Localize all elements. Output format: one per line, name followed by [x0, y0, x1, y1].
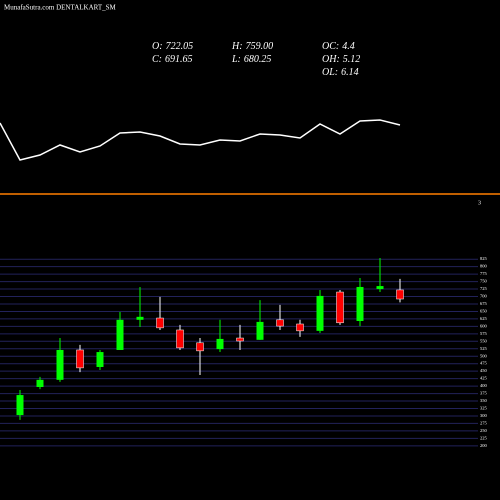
stat: OH: 5.12	[322, 54, 360, 65]
candle-body	[336, 291, 344, 324]
candle-body	[356, 286, 364, 322]
candle-body	[36, 379, 44, 387]
stat-value: 691.65	[165, 54, 193, 65]
candle-body	[156, 317, 164, 329]
stat-value: 722.05	[166, 41, 194, 52]
stat-label: OH:	[322, 54, 340, 65]
candle-body	[76, 349, 84, 369]
stat: L: 680.25	[231, 54, 271, 65]
marker-label: 3	[478, 200, 481, 206]
y-tick-label: 400	[480, 383, 488, 388]
y-tick-label: 250	[480, 428, 488, 433]
y-tick-label: 425	[480, 376, 488, 381]
y-tick-label: 500	[480, 353, 488, 358]
y-tick-label: 550	[480, 338, 488, 343]
y-tick-label: 650	[480, 308, 488, 313]
y-tick-label: 475	[480, 361, 488, 366]
stat: OL: 6.14	[322, 67, 359, 78]
y-tick-label: 600	[480, 323, 488, 328]
stat-label: OC:	[322, 41, 339, 52]
y-tick-label: 725	[480, 286, 488, 291]
candle-body	[196, 342, 204, 352]
stat: OC: 4.4	[322, 41, 355, 52]
candle-body	[176, 329, 184, 349]
candle-body	[256, 321, 264, 340]
y-tick-label: 300	[480, 413, 488, 418]
y-tick-label: 350	[480, 398, 488, 403]
y-tick-label: 225	[480, 435, 488, 440]
candle-body	[96, 352, 104, 367]
candle-body	[136, 316, 144, 320]
stat: O: 722.05	[152, 41, 193, 52]
y-tick-label: 700	[480, 294, 488, 299]
y-tick-label: 525	[480, 346, 488, 351]
y-tick-label: 675	[480, 301, 488, 306]
candle-body	[276, 319, 284, 327]
stat-value: 4.4	[342, 41, 355, 52]
y-tick-label: 825	[480, 256, 488, 261]
stat-label: OL:	[322, 67, 338, 78]
stat-label: O:	[152, 41, 163, 52]
indicator-line	[0, 119, 401, 161]
y-tick-label: 750	[480, 279, 488, 284]
stat: C: 691.65	[152, 54, 193, 65]
chart-title: MunafaSutra.com DENTALKART_SM	[4, 4, 117, 12]
y-tick-label: 375	[480, 391, 488, 396]
y-tick-label: 800	[480, 264, 488, 269]
y-tick-label: 200	[480, 443, 488, 448]
stat: H: 759.00	[231, 41, 273, 52]
y-tick-label: 575	[480, 331, 488, 336]
y-tick-label: 450	[480, 368, 488, 373]
candle-body	[216, 338, 224, 350]
candle-body	[316, 295, 324, 331]
stat-value: 680.25	[244, 54, 272, 65]
candle-body	[236, 337, 244, 342]
stat-label: C:	[152, 54, 162, 65]
stat-label: H:	[231, 41, 243, 52]
y-tick-label: 275	[480, 420, 488, 425]
y-tick-label: 325	[480, 406, 488, 411]
candle-body	[296, 323, 304, 332]
candle-body	[396, 289, 404, 300]
stat-value: 5.12	[343, 54, 361, 65]
candle-body	[116, 319, 124, 350]
y-tick-label: 625	[480, 316, 488, 321]
candle-body	[16, 395, 24, 416]
candle-body	[56, 349, 64, 380]
stat-value: 759.00	[246, 41, 274, 52]
stat-label: L:	[231, 54, 241, 65]
stat-value: 6.14	[341, 67, 359, 78]
candle-body	[376, 286, 384, 290]
y-tick-label: 775	[480, 271, 488, 276]
